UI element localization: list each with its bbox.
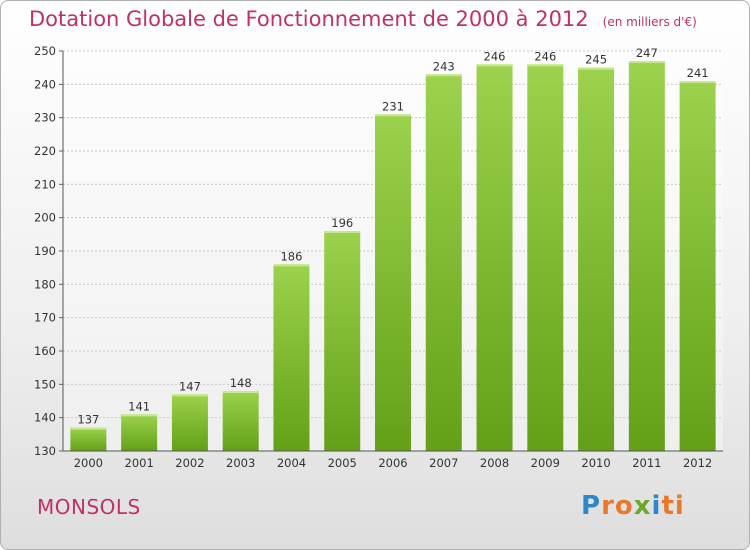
logo-letter: o bbox=[614, 491, 634, 521]
bar-2003 bbox=[222, 391, 259, 451]
bar-2011 bbox=[628, 61, 665, 451]
value-label: 186 bbox=[280, 249, 302, 263]
y-tick-label: 190 bbox=[34, 244, 56, 258]
y-tick-label: 250 bbox=[34, 44, 56, 58]
y-tick-label: 160 bbox=[34, 344, 56, 358]
x-tick-label: 2012 bbox=[683, 456, 712, 470]
value-label: 246 bbox=[534, 49, 556, 63]
bar-highlight bbox=[121, 414, 158, 417]
y-tick-label: 210 bbox=[34, 177, 56, 191]
x-tick-label: 2000 bbox=[74, 456, 103, 470]
bar-highlight bbox=[628, 61, 665, 63]
bar-highlight bbox=[324, 231, 361, 233]
unit-note: (en milliers d'€) bbox=[602, 15, 697, 29]
bar-highlight bbox=[70, 427, 107, 430]
bar-2004 bbox=[273, 264, 310, 451]
bar-highlight bbox=[273, 264, 310, 267]
bar-2002 bbox=[171, 394, 208, 451]
bar-highlight bbox=[679, 81, 716, 83]
bar-highlight bbox=[222, 391, 259, 393]
logo-letter: t bbox=[661, 491, 675, 521]
x-tick-label: 2002 bbox=[175, 456, 204, 470]
bar-highlight bbox=[578, 67, 615, 70]
value-label: 141 bbox=[128, 399, 150, 413]
chart-title: Dotation Globale de Fonctionnement de 20… bbox=[29, 7, 697, 31]
value-label: 247 bbox=[636, 46, 658, 60]
y-tick-label: 140 bbox=[34, 411, 56, 425]
value-label: 137 bbox=[77, 413, 99, 427]
bar-2006 bbox=[375, 114, 411, 451]
logo-letter: i bbox=[651, 491, 662, 521]
commune-name: MONSOLS bbox=[37, 495, 141, 519]
value-label: 147 bbox=[179, 379, 201, 393]
bar-2001 bbox=[121, 414, 158, 451]
value-label: 241 bbox=[687, 66, 709, 80]
x-tick-label: 2007 bbox=[429, 456, 458, 470]
bar-highlight bbox=[375, 114, 411, 117]
bar-2008 bbox=[476, 64, 513, 452]
bar-highlight bbox=[171, 394, 208, 397]
x-tick-label: 2009 bbox=[531, 456, 560, 470]
y-tick-label: 130 bbox=[34, 444, 56, 458]
bar-highlight bbox=[425, 74, 462, 77]
x-tick-label: 2003 bbox=[226, 456, 255, 470]
y-tick-label: 180 bbox=[34, 277, 56, 291]
bar-2009 bbox=[527, 64, 564, 452]
value-label: 148 bbox=[230, 376, 252, 390]
y-tick-label: 230 bbox=[34, 111, 56, 125]
y-tick-label: 220 bbox=[34, 144, 56, 158]
x-tick-label: 2011 bbox=[632, 456, 661, 470]
logo-letter: x bbox=[633, 491, 652, 521]
logo-letter: r bbox=[601, 491, 615, 521]
logo-letter: i bbox=[674, 491, 685, 521]
x-tick-label: 2004 bbox=[277, 456, 306, 470]
value-label: 245 bbox=[585, 53, 607, 67]
bar-2010 bbox=[578, 67, 615, 452]
value-label: 246 bbox=[484, 49, 506, 63]
y-tick-label: 170 bbox=[34, 311, 56, 325]
x-tick-label: 2001 bbox=[125, 456, 154, 470]
x-tick-label: 2006 bbox=[378, 456, 407, 470]
logo-letter: P bbox=[581, 491, 602, 521]
y-tick-label: 240 bbox=[34, 77, 56, 91]
bar-2005 bbox=[324, 231, 361, 451]
value-label: 243 bbox=[433, 59, 455, 73]
title-text: Dotation Globale de Fonctionnement de 20… bbox=[29, 7, 589, 31]
value-label: 196 bbox=[331, 216, 353, 230]
x-tick-label: 2005 bbox=[328, 456, 357, 470]
proxiti-logo: Proxiti bbox=[581, 491, 685, 521]
y-tick-label: 200 bbox=[34, 211, 56, 225]
y-tick-label: 150 bbox=[34, 377, 56, 391]
bar-2007 bbox=[425, 74, 462, 451]
x-tick-label: 2010 bbox=[581, 456, 610, 470]
bar-highlight bbox=[527, 64, 564, 67]
x-tick-label: 2008 bbox=[480, 456, 509, 470]
bar-2000 bbox=[70, 427, 107, 451]
bar-2012 bbox=[679, 81, 716, 451]
value-label: 231 bbox=[382, 99, 404, 113]
bar-highlight bbox=[476, 64, 513, 67]
